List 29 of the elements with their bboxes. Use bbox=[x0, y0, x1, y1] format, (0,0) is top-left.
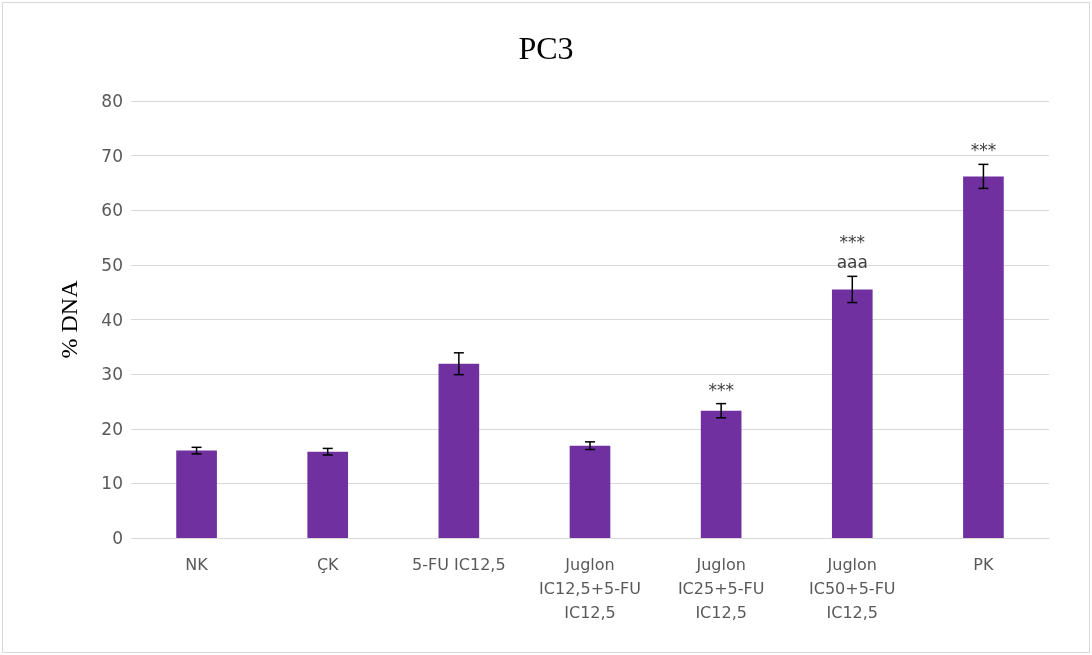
y-tick-label: 30 bbox=[101, 364, 123, 385]
x-tick-label: 5-FU IC12,5 bbox=[412, 554, 506, 574]
x-tick-label: Juglon IC25+5-FU IC12,5 bbox=[677, 554, 765, 622]
y-tick-label: 80 bbox=[101, 91, 123, 111]
y-tick-label: 10 bbox=[101, 473, 123, 494]
bar bbox=[963, 176, 1004, 538]
y-tick-label: 50 bbox=[101, 254, 123, 275]
bar bbox=[569, 445, 611, 538]
bar bbox=[438, 363, 480, 538]
x-tick-label: Juglon IC12,5+5-FU IC12,5 bbox=[539, 554, 641, 622]
y-tick-label: 70 bbox=[101, 145, 123, 166]
annotation: aaa bbox=[836, 252, 868, 273]
y-tick-label: 40 bbox=[101, 309, 123, 330]
x-tick-label: ÇK bbox=[316, 554, 340, 574]
bar bbox=[176, 450, 217, 538]
x-tick-label: PK bbox=[973, 554, 995, 574]
annotation: *** bbox=[708, 379, 734, 400]
y-tick-label: 60 bbox=[101, 200, 123, 221]
bar bbox=[700, 410, 742, 538]
x-tick-label: NK bbox=[185, 554, 209, 574]
y-tick-label: 20 bbox=[101, 418, 123, 439]
bar bbox=[831, 289, 873, 538]
y-tick-label: 0 bbox=[112, 528, 123, 548]
bar bbox=[307, 451, 349, 538]
annotation: *** bbox=[970, 140, 997, 161]
chart-title: PC3 bbox=[518, 30, 574, 66]
y-axis-title: % DNA bbox=[56, 279, 82, 359]
x-tick-label: Juglon IC50+5-FU IC12,5 bbox=[809, 554, 896, 622]
annotation: *** bbox=[839, 232, 866, 253]
